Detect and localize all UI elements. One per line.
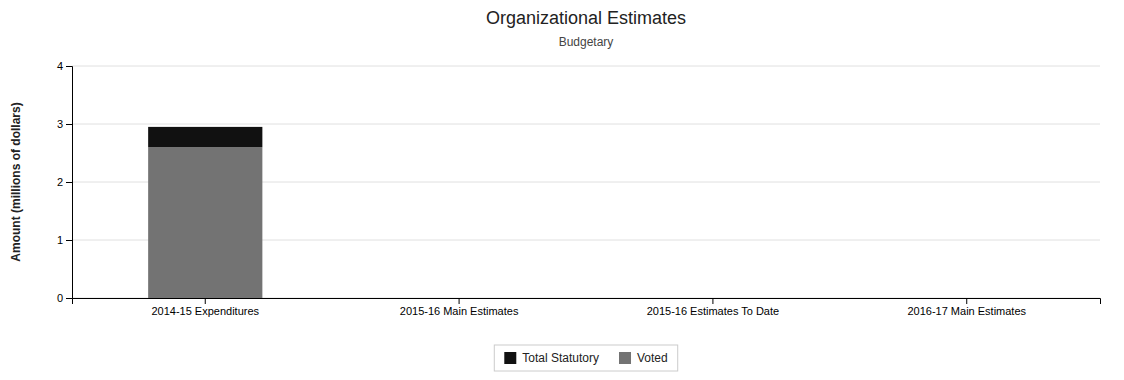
bar <box>402 298 516 299</box>
legend-frame <box>494 345 677 371</box>
chart-container: Organizational Estimates Budgetary 0 1 2 3 4 20… <box>0 0 1124 380</box>
bar <box>148 127 262 147</box>
tick-label: 2015-16 Main Estimates <box>400 305 519 317</box>
tick-label: 0 <box>57 292 63 304</box>
grid-line <box>72 66 1100 67</box>
legend: Total Statutory Voted <box>494 345 677 371</box>
bars <box>148 127 262 298</box>
series-bars <box>148 127 262 147</box>
y-axis: 0 1 2 3 4 <box>57 60 73 304</box>
tick: 2014-15 Expenditures <box>151 298 259 317</box>
subtitle: Budgetary <box>559 35 614 49</box>
legend-label: Total Statutory <box>522 351 599 365</box>
bar <box>656 298 770 299</box>
tick: 2015-16 Estimates To Date <box>647 298 779 317</box>
x-axis: 2014-15 Expenditures 2015-16 Main Estimat… <box>73 298 1101 317</box>
bar <box>910 298 1024 299</box>
tick-label: 3 <box>57 118 63 130</box>
tick-mark <box>66 182 72 183</box>
tick-mark <box>66 240 72 241</box>
axis-line <box>73 299 1101 305</box>
tick: 4 <box>57 60 72 72</box>
tick-mark <box>459 298 460 304</box>
tick-label: 2 <box>57 176 63 188</box>
tick-mark <box>66 66 72 67</box>
tick-label: 4 <box>57 60 63 72</box>
plot: 0 1 2 3 4 2014-15 Expenditures 2015-16 Main Es… <box>57 60 1101 317</box>
tick-label: 2016-17 Main Estimates <box>907 305 1026 317</box>
legend-item: Total Statutory <box>504 351 599 365</box>
tick: 0 <box>57 292 72 304</box>
chart: Organizational Estimates Budgetary 0 1 2 3 4 20… <box>0 0 1124 380</box>
tick: 2015-16 Main Estimates <box>400 298 519 317</box>
tick-label: 2014-15 Expenditures <box>151 305 259 317</box>
tick-mark <box>66 298 72 299</box>
legend-swatch <box>619 352 631 364</box>
grid <box>72 66 1100 298</box>
tick-label: 2015-16 Estimates To Date <box>647 305 779 317</box>
bar <box>148 147 262 298</box>
tick-mark <box>966 298 967 304</box>
tick: 1 <box>57 234 72 246</box>
tick-mark <box>712 298 713 304</box>
tick-mark <box>66 124 72 125</box>
bar <box>656 298 770 299</box>
tick: 3 <box>57 118 72 130</box>
tick-mark <box>205 298 206 304</box>
tick: 2016-17 Main Estimates <box>907 298 1026 317</box>
title: Organizational Estimates <box>486 8 686 28</box>
bar <box>402 298 516 299</box>
tick-label: 1 <box>57 234 63 246</box>
legend-label: Voted <box>637 351 668 365</box>
axis-line <box>66 67 73 299</box>
bar <box>910 298 1024 299</box>
legend-swatch <box>504 352 516 364</box>
tick: 2 <box>57 176 72 188</box>
y-axis-label: Amount (millions of dollars) <box>9 102 23 261</box>
grid-line <box>72 124 1100 125</box>
series-bars <box>148 147 262 298</box>
legend-item: Voted <box>619 351 668 365</box>
